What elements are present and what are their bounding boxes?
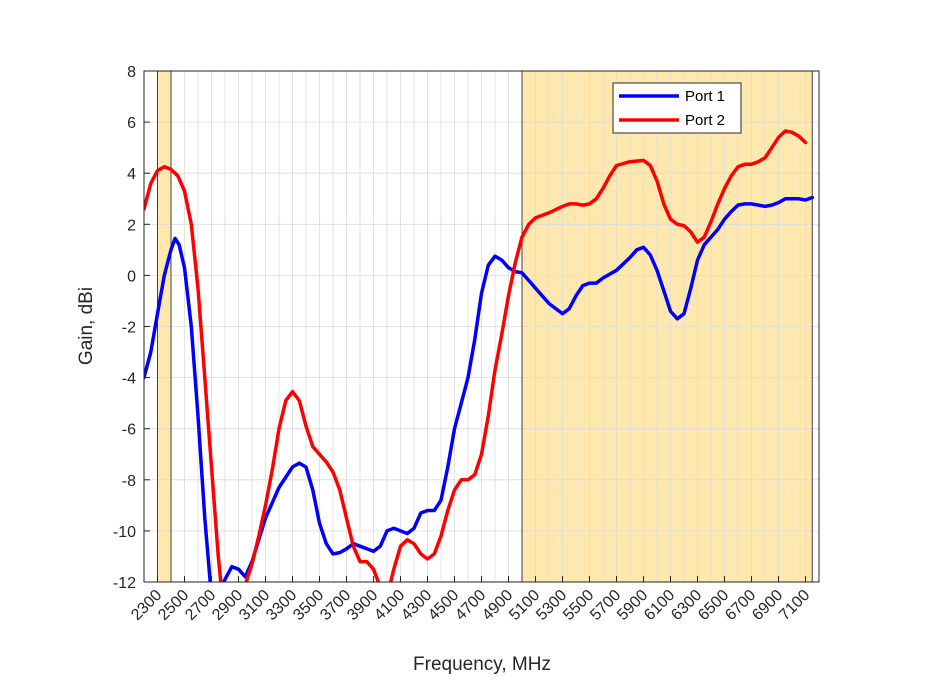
legend-label-port-1: Port 1 [685,88,725,105]
grid-lines [143,70,820,583]
band-edges [157,71,813,582]
legend: Port 1 Port 2 [612,82,742,134]
legend-label-port-2: Port 2 [685,112,725,129]
x-axis-ticks: 2300250027002900310033003500370039004100… [128,576,813,624]
y-axis-ticks: -12 -10 -8 -6 -4 -2 0 2 4 6 8 [113,64,150,592]
y-tick-label: -12 [113,575,136,592]
series-line-port-1 [144,195,815,582]
x-tick-label: 5100 [506,587,543,624]
x-tick-label: 2300 [128,587,165,624]
x-tick-label: 6100 [641,587,678,624]
y-tick-label: -8 [122,473,136,490]
y-tick-label: 4 [127,166,136,183]
legend-box [612,82,742,134]
y-tick-label: -10 [113,524,136,541]
x-tick-label: 6300 [668,587,705,624]
x-tick-label: 7100 [776,587,813,624]
x-tick-label: 5500 [560,587,597,624]
y-tick-label: 2 [127,217,136,234]
x-tick-label: 5900 [614,587,651,624]
y-tick-label: -4 [122,371,136,388]
x-tick-label: 2700 [182,587,219,624]
y-tick-label: 6 [127,115,136,132]
series-line-port-2 [144,129,808,582]
x-tick-label: 6900 [749,587,786,624]
x-tick-label: 6500 [695,587,732,624]
x-tick-label: 3900 [344,587,381,624]
y-tick-label: 8 [127,64,136,81]
series-layer [144,129,815,582]
x-tick-label: 3500 [290,587,327,624]
x-axis-label: Frequency, MHz [413,654,551,675]
x-tick-label: 4700 [452,587,489,624]
y-tick-label: -6 [122,422,136,439]
x-tick-label: 2500 [155,587,192,624]
x-tick-label: 4300 [398,587,435,624]
y-tick-label: 0 [127,268,136,285]
x-tick-label: 4900 [479,587,516,624]
x-tick-label: 5300 [533,587,570,624]
x-tick-label: 4500 [425,587,462,624]
x-tick-label: 3100 [236,587,273,624]
x-tick-label: 3300 [263,587,300,624]
y-tick-label: -2 [122,320,136,337]
x-tick-label: 5700 [587,587,624,624]
x-tick-label: 6700 [722,587,759,624]
x-tick-label: 3700 [317,587,354,624]
x-tick-label: 2900 [209,587,246,624]
x-tick-label: 4100 [371,587,408,624]
y-axis-label: Gain, dBi [76,287,97,365]
